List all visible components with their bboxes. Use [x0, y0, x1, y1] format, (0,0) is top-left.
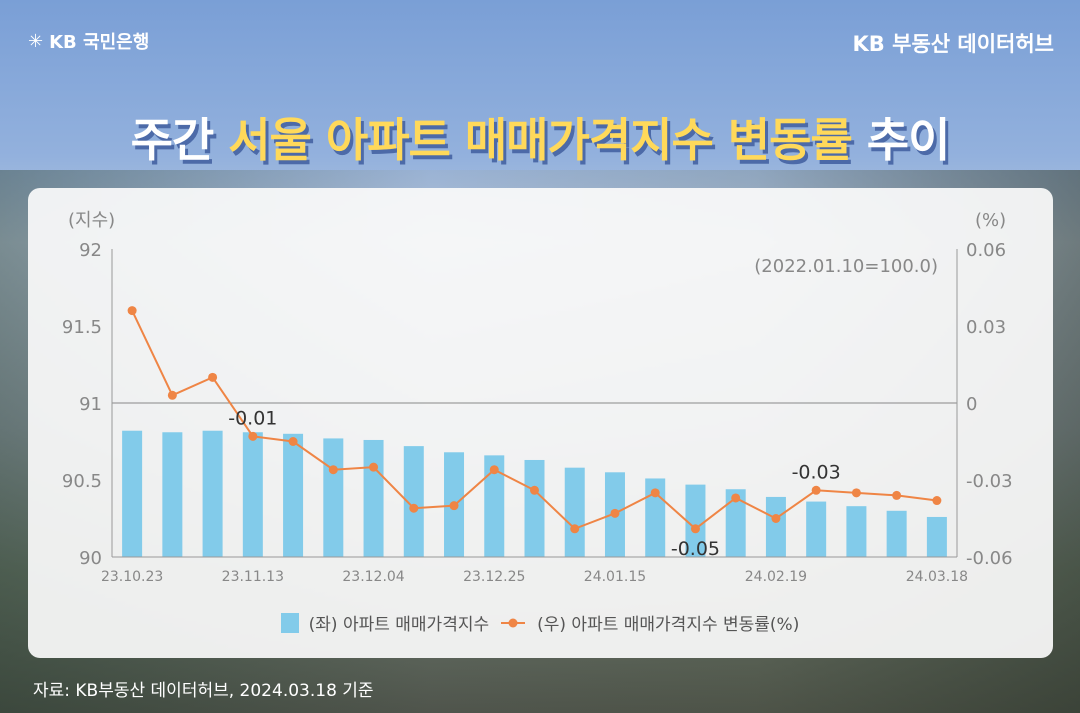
bar: [202, 430, 223, 557]
bar: [926, 516, 947, 557]
x-tick-label: 24.01.15: [584, 569, 646, 585]
right-tick-label: 0: [966, 394, 977, 415]
line-point: [690, 524, 700, 534]
line-point: [530, 485, 539, 495]
base-note: (2022.01.10=100.0): [754, 256, 938, 277]
star-icon: ✳: [28, 30, 44, 52]
line-point: [892, 490, 902, 500]
kb-logo: ✳ KB 국민은행: [28, 28, 149, 54]
line-point: [409, 503, 419, 513]
title-part: 주간: [130, 113, 215, 167]
line-point: [449, 501, 459, 511]
data-label: -0.01: [228, 407, 277, 429]
line-point: [288, 437, 298, 446]
bar: [122, 430, 143, 557]
line-point: [731, 493, 741, 503]
page-title: 주간 서울 아파트 매매가격지수 변동률 추이: [0, 104, 1080, 170]
left-axis-unit: (지수): [68, 210, 115, 231]
right-tick-label: -0.06: [966, 548, 1013, 569]
bar: [806, 501, 827, 557]
line-point: [570, 524, 580, 534]
legend-line-swatch: [501, 618, 526, 627]
bar: [363, 439, 384, 557]
data-label: -0.03: [792, 461, 841, 483]
right-axis-unit: (%): [975, 210, 1006, 231]
bar: [725, 489, 746, 557]
title-part: 추이: [866, 113, 951, 167]
line-point: [127, 306, 137, 316]
legend-line-label: (우) 아파트 매매가격지수 변동률(%): [537, 615, 800, 635]
bar: [323, 438, 344, 557]
bar: [765, 496, 786, 557]
line-point: [610, 508, 620, 518]
brand-name: KB 부동산 데이터허브: [852, 32, 1054, 56]
bar: [242, 432, 263, 557]
bar: [162, 432, 183, 557]
x-tick-label: 23.11.13: [222, 569, 284, 585]
line-point: [489, 465, 499, 475]
bar: [484, 455, 505, 557]
line-point: [369, 462, 379, 472]
legend: (좌) 아파트 매매가격지수 (우) 아파트 매매가격지수 변동률(%): [0, 610, 1080, 635]
bar: [685, 484, 706, 557]
x-tick-label: 24.02.19: [745, 569, 807, 585]
bar: [886, 510, 907, 557]
right-tick-label: -0.03: [966, 471, 1013, 492]
x-tick-label: 24.03.18: [906, 569, 968, 585]
bar: [283, 433, 304, 557]
source-note: 자료: KB부동산 데이터허브, 2024.03.18 기준: [33, 681, 374, 701]
bar: [846, 506, 867, 557]
line-point: [811, 485, 821, 495]
line-point: [167, 390, 177, 400]
data-label: -0.05: [671, 538, 720, 560]
bar: [564, 467, 585, 557]
title-highlight: 서울 아파트 매매가격지수 변동률: [228, 113, 853, 167]
left-tick-label: 90: [79, 548, 102, 569]
left-tick-label: 91.5: [62, 317, 102, 338]
line-point: [328, 465, 338, 475]
legend-bar-swatch: [280, 612, 299, 633]
x-tick-label: 23.12.25: [463, 569, 525, 585]
line-point: [932, 496, 942, 506]
x-tick-label: 23.10.23: [101, 569, 163, 585]
left-tick-label: 91: [79, 394, 102, 415]
logo-text: KB 국민은행: [49, 32, 150, 53]
left-tick-label: 90.5: [62, 471, 102, 492]
x-tick-label: 23.12.04: [342, 569, 404, 585]
legend-bar-label: (좌) 아파트 매매가격지수: [308, 615, 490, 635]
line-point: [248, 431, 258, 441]
line-point: [851, 488, 861, 498]
line-point: [771, 514, 781, 523]
line-point: [650, 488, 660, 498]
chart-card: [28, 188, 1053, 658]
bar: [524, 459, 545, 557]
right-tick-label: 0.03: [966, 317, 1006, 338]
line-point: [208, 372, 218, 382]
bar: [403, 446, 424, 557]
right-tick-label: 0.06: [966, 240, 1006, 261]
left-tick-label: 92: [79, 240, 102, 261]
